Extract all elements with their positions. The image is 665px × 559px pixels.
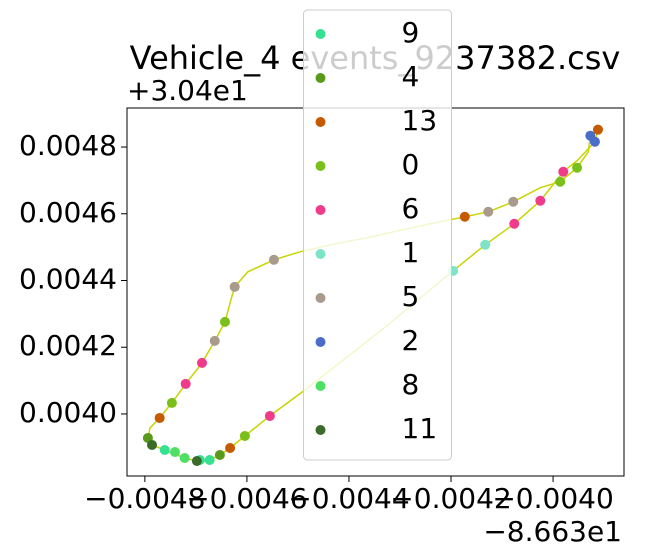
- point: [179, 452, 190, 463]
- y-offset: +3.04e1: [127, 74, 248, 107]
- legend-marker: [315, 425, 326, 435]
- point: [509, 218, 520, 229]
- y-tick-label: 0.0044: [19, 262, 117, 295]
- legend-label: 0: [402, 148, 420, 181]
- legend-marker: [315, 117, 326, 127]
- point: [214, 449, 225, 460]
- point: [508, 196, 519, 207]
- point: [268, 254, 279, 265]
- legend-label: 4: [402, 60, 420, 93]
- legend-label: 9: [402, 16, 420, 49]
- point: [147, 439, 158, 450]
- legend-marker: [315, 29, 326, 39]
- legend-marker: [315, 381, 326, 391]
- point: [154, 412, 165, 423]
- x-tick-label: −0.0040: [492, 482, 613, 515]
- point: [483, 206, 494, 217]
- point: [229, 281, 240, 292]
- legend-label: 6: [402, 192, 420, 225]
- point: [264, 410, 275, 421]
- legend-marker: [315, 205, 326, 215]
- y-tick-label: 0.0042: [19, 329, 117, 362]
- point: [219, 316, 230, 327]
- legend-label: 11: [402, 412, 438, 445]
- legend-label: 5: [402, 280, 420, 313]
- legend-label: 1: [402, 236, 420, 269]
- point: [166, 397, 177, 408]
- point: [459, 211, 470, 222]
- point: [180, 378, 191, 389]
- x-tick-label: −0.0046: [186, 482, 307, 515]
- point: [535, 195, 546, 206]
- legend-marker: [315, 161, 326, 171]
- point: [480, 239, 491, 250]
- y-tick-label: 0.0040: [19, 396, 117, 429]
- point: [572, 162, 583, 173]
- point: [169, 446, 180, 457]
- legend-marker: [315, 73, 326, 83]
- x-tick-label: −0.0048: [84, 482, 205, 515]
- point: [239, 430, 250, 441]
- y-tick-label: 0.0046: [19, 196, 117, 229]
- point: [589, 136, 600, 147]
- point: [191, 455, 202, 466]
- legend-marker: [315, 249, 326, 259]
- point: [204, 454, 215, 465]
- point: [197, 357, 208, 368]
- x-tick-label: −0.0044: [288, 482, 409, 515]
- legend-label: 2: [402, 324, 420, 357]
- legend-box: [303, 9, 452, 461]
- x-offset: −8.663e1: [483, 515, 622, 548]
- point: [592, 124, 603, 135]
- point: [209, 335, 220, 346]
- legend-marker: [315, 337, 326, 347]
- y-tick-label: 0.0048: [19, 129, 117, 162]
- point: [555, 176, 566, 187]
- point: [159, 444, 170, 455]
- legend-label: 13: [402, 104, 438, 137]
- point: [558, 166, 569, 177]
- point: [225, 442, 236, 453]
- legend-marker: [315, 293, 326, 303]
- legend-label: 8: [402, 368, 420, 401]
- x-tick-label: −0.0042: [390, 482, 511, 515]
